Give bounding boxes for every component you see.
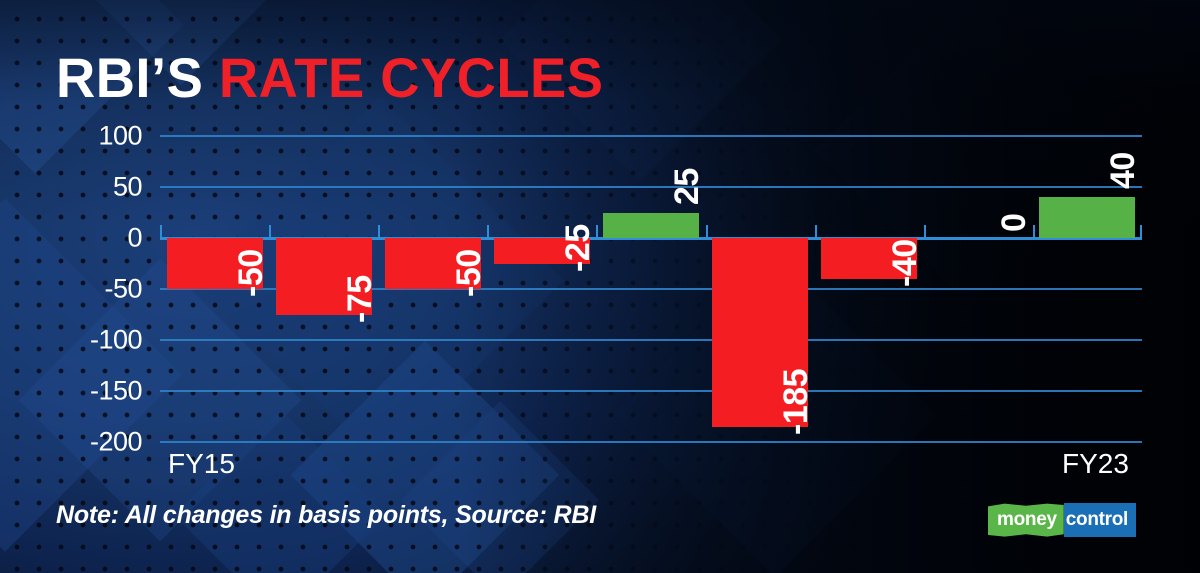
bar-value-label: -50	[231, 249, 270, 297]
bar-value-label: -185	[777, 368, 816, 435]
bar-value-label: -25	[558, 223, 597, 272]
y-axis-tick-label: 0	[127, 222, 142, 253]
x-axis-end-label: FY23	[1062, 448, 1129, 479]
bar-group: -25	[487, 136, 597, 442]
title-part-primary: RBI’S	[56, 46, 204, 109]
x-axis-tick	[705, 225, 708, 238]
gridline	[160, 135, 1142, 137]
bar-group: 0	[924, 136, 1033, 442]
bar-group: 25	[596, 136, 706, 442]
x-axis-tick	[1032, 225, 1035, 238]
gridline	[160, 441, 1142, 443]
x-axis-tick	[160, 225, 162, 238]
x-axis-start-label: FY15	[168, 448, 235, 479]
x-axis-tick	[814, 225, 817, 238]
y-axis-tick-label: -50	[104, 273, 142, 304]
bar-group: -75	[269, 136, 379, 442]
bar	[712, 238, 809, 427]
y-axis-tick-label: 100	[98, 120, 142, 151]
bar-value-label: 25	[667, 167, 706, 205]
bar	[166, 238, 263, 289]
chart-plot-area	[160, 135, 1142, 443]
zero-line	[160, 237, 1142, 240]
logo-money-text: money	[988, 503, 1064, 537]
bar	[821, 238, 918, 279]
x-axis-tick	[923, 225, 926, 238]
x-axis-tick	[269, 225, 272, 238]
bar-group: 40	[1033, 136, 1142, 442]
y-axis-tick-label: 50	[112, 171, 143, 202]
chart-bars: -50 -75 -50 -25 25 -185 -40 0 40	[160, 136, 1142, 442]
bar-value-label: -75	[340, 274, 379, 323]
bar-value-label: 40	[1104, 152, 1143, 190]
gridline	[160, 339, 1142, 341]
chart-note: Note: All changes in basis points, Sourc…	[56, 501, 596, 529]
y-axis-tick-label: -150	[89, 375, 143, 406]
bar-group: -185	[706, 136, 815, 442]
page-title: RBI’S RATE CYCLES	[56, 50, 603, 106]
bar	[1039, 197, 1136, 238]
bar-group: -40	[815, 136, 924, 442]
bar-value-label: -40	[886, 239, 925, 287]
y-axis: 100 50 0 -50 -100 -150 -200	[0, 121, 143, 457]
bar-value-label: 0	[995, 213, 1034, 232]
bar	[275, 238, 372, 315]
y-axis-tick-label: -200	[89, 426, 143, 457]
bar-group: -50	[160, 136, 270, 442]
title-part-accent: RATE CYCLES	[218, 46, 604, 109]
gridline	[160, 186, 1142, 188]
y-axis-tick-label: -100	[89, 324, 143, 355]
x-axis-tick	[487, 225, 490, 238]
x-axis-tick	[378, 225, 381, 238]
bar	[384, 238, 481, 289]
gridline	[160, 288, 1142, 290]
x-axis-tick	[596, 225, 599, 238]
logo-control-text: control	[1063, 503, 1137, 537]
x-axis-tick	[1140, 225, 1142, 238]
bar-value-label: -50	[449, 249, 488, 297]
gridline	[160, 390, 1142, 392]
bar	[493, 238, 590, 264]
bar	[602, 212, 699, 238]
bar-group: -50	[378, 136, 488, 442]
moneycontrol-logo: money control	[988, 503, 1137, 537]
